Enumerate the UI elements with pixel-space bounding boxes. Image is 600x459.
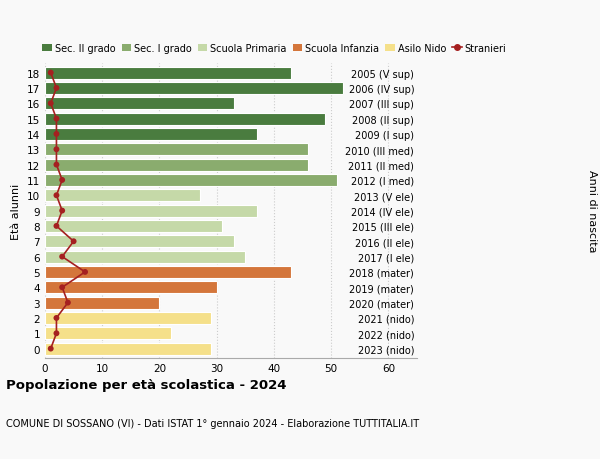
Y-axis label: Età alunni: Età alunni xyxy=(11,183,22,239)
Legend: Sec. II grado, Sec. I grado, Scuola Primaria, Scuola Infanzia, Asilo Nido, Stran: Sec. II grado, Sec. I grado, Scuola Prim… xyxy=(43,44,506,54)
Point xyxy=(52,330,61,337)
Bar xyxy=(45,205,257,217)
Bar xyxy=(45,251,245,263)
Point xyxy=(52,85,61,92)
Point xyxy=(80,269,90,276)
Bar xyxy=(45,83,343,95)
Point xyxy=(58,207,67,215)
Bar xyxy=(45,144,308,156)
Point xyxy=(52,116,61,123)
Point xyxy=(58,284,67,291)
Bar xyxy=(45,159,308,171)
Point xyxy=(46,101,56,108)
Bar xyxy=(45,129,257,140)
Bar xyxy=(45,67,291,79)
Point xyxy=(46,345,56,353)
Point xyxy=(52,192,61,200)
Point xyxy=(52,223,61,230)
Bar xyxy=(45,190,200,202)
Point xyxy=(52,162,61,169)
Bar xyxy=(45,328,171,340)
Point xyxy=(63,299,73,307)
Bar xyxy=(45,343,211,355)
Bar xyxy=(45,312,211,324)
Bar xyxy=(45,297,160,309)
Bar xyxy=(45,236,234,248)
Point xyxy=(58,253,67,261)
Bar xyxy=(45,282,217,294)
Point xyxy=(52,314,61,322)
Point xyxy=(52,131,61,138)
Point xyxy=(46,70,56,77)
Text: COMUNE DI SOSSANO (VI) - Dati ISTAT 1° gennaio 2024 - Elaborazione TUTTITALIA.IT: COMUNE DI SOSSANO (VI) - Dati ISTAT 1° g… xyxy=(6,418,419,428)
Text: Popolazione per età scolastica - 2024: Popolazione per età scolastica - 2024 xyxy=(6,379,287,392)
Bar xyxy=(45,174,337,186)
Bar xyxy=(45,98,234,110)
Text: Anni di nascita: Anni di nascita xyxy=(587,170,597,252)
Bar xyxy=(45,266,291,278)
Point xyxy=(58,177,67,184)
Bar xyxy=(45,220,223,232)
Bar xyxy=(45,113,325,125)
Point xyxy=(69,238,79,246)
Point xyxy=(52,146,61,154)
